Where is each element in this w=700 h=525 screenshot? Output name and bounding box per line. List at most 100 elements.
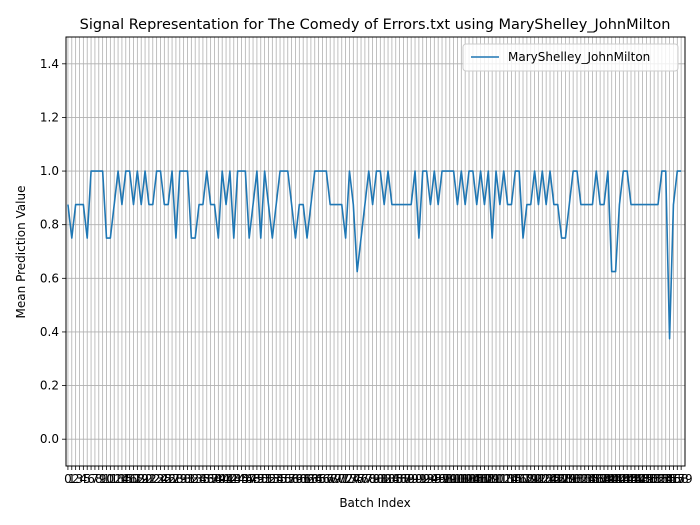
x-tick-label: 149 xyxy=(631,472,654,486)
x-tick-label: 12 xyxy=(107,472,122,486)
x-tick-label: 110 xyxy=(481,472,504,486)
x-tick-label: 156 xyxy=(658,472,681,486)
x-tick-label: 79 xyxy=(365,472,380,486)
x-tick-label: 86 xyxy=(392,472,407,486)
x-tick-label: 140 xyxy=(596,472,619,486)
x-tick-label: 35 xyxy=(195,472,210,486)
x-tick-label: 130 xyxy=(558,472,581,486)
x-tick-label: 56 xyxy=(276,472,291,486)
x-tick-label: 108 xyxy=(473,472,496,486)
x-tick-label: 18 xyxy=(130,472,145,486)
x-tick-label: 24 xyxy=(153,472,168,486)
x-tick-label: 142 xyxy=(604,472,627,486)
x-tick-label: 9 xyxy=(99,472,107,486)
x-tick-label: 29 xyxy=(172,472,187,486)
x-tick-label: 28 xyxy=(168,472,183,486)
x-tick-label: 64 xyxy=(307,472,322,486)
x-tick-label: 92 xyxy=(415,472,430,486)
x-tick-label: 152 xyxy=(643,472,666,486)
x-tick-label: 116 xyxy=(504,472,527,486)
x-tick-label: 145 xyxy=(616,472,639,486)
x-tick-label: 11 xyxy=(103,472,118,486)
x-tick-label: 106 xyxy=(465,472,488,486)
y-tick-label: 0.8 xyxy=(40,218,59,232)
x-tick-label: 98 xyxy=(438,472,453,486)
grid xyxy=(66,37,685,466)
x-tick-label: 68 xyxy=(323,472,338,486)
x-tick-label: 103 xyxy=(454,472,477,486)
x-tick-label: 77 xyxy=(357,472,372,486)
x-tick-label: 134 xyxy=(573,472,596,486)
x-tick-label: 39 xyxy=(211,472,226,486)
x-tick-label: 67 xyxy=(319,472,334,486)
x-tick-label: 3 xyxy=(76,472,84,486)
x-tick-label: 23 xyxy=(149,472,164,486)
x-tick-label: 107 xyxy=(469,472,492,486)
legend-entry: MaryShelley_JohnMilton xyxy=(508,50,650,64)
y-tick-label: 1.2 xyxy=(40,110,59,124)
x-tick-label: 120 xyxy=(519,472,542,486)
x-tick-label: 93 xyxy=(419,472,434,486)
x-tick-label: 41 xyxy=(218,472,233,486)
x-tick-label: 45 xyxy=(234,472,249,486)
x-tick-label: 144 xyxy=(612,472,635,486)
x-tick-label: 136 xyxy=(581,472,604,486)
plot-frame xyxy=(65,36,686,467)
x-tick-label: 8 xyxy=(95,472,103,486)
x-tick-label: 94 xyxy=(423,472,438,486)
x-tick-label: 66 xyxy=(315,472,330,486)
x-tick-label: 104 xyxy=(458,472,481,486)
x-tick-label: 82 xyxy=(377,472,392,486)
x-tick-label: 59 xyxy=(288,472,303,486)
x-tick-label: 60 xyxy=(292,472,307,486)
x-tick-label: 33 xyxy=(188,472,203,486)
x-tick-label: 81 xyxy=(373,472,388,486)
x-tick-label: 80 xyxy=(369,472,384,486)
series-lines xyxy=(67,170,682,340)
x-tick-label: 90 xyxy=(407,472,422,486)
x-tick-label: 52 xyxy=(261,472,276,486)
y-tick-label: 1.0 xyxy=(40,164,59,178)
x-tick-label: 138 xyxy=(589,472,612,486)
x-tick-label: 54 xyxy=(269,472,284,486)
x-axis-label: Batch Index xyxy=(339,496,410,510)
x-tick-label: 26 xyxy=(161,472,176,486)
x-tick-label: 146 xyxy=(620,472,643,486)
x-tick-label: 34 xyxy=(191,472,206,486)
x-tick-label: 151 xyxy=(639,472,662,486)
x-tick-label: 112 xyxy=(488,472,511,486)
x-tick-label: 97 xyxy=(434,472,449,486)
x-tick-label: 115 xyxy=(500,472,523,486)
series-line-MaryShelley_JohnMilton xyxy=(67,170,682,340)
x-tick-label: 132 xyxy=(566,472,589,486)
x-tick-label: 137 xyxy=(585,472,608,486)
x-tick-label: 147 xyxy=(623,472,646,486)
x-tick-label: 53 xyxy=(265,472,280,486)
x-tick-label: 78 xyxy=(361,472,376,486)
x-tick-label: 143 xyxy=(608,472,631,486)
x-tick-label: 159 xyxy=(670,472,693,486)
x-tick-label: 69 xyxy=(326,472,341,486)
x-tick-label: 58 xyxy=(284,472,299,486)
x-tick-label: 62 xyxy=(299,472,314,486)
x-tick-label: 105 xyxy=(461,472,484,486)
x-tick-label: 4 xyxy=(80,472,88,486)
x-tick-label: 117 xyxy=(508,472,531,486)
x-tick-label: 87 xyxy=(396,472,411,486)
x-tick-label: 65 xyxy=(311,472,326,486)
x-tick-label: 91 xyxy=(411,472,426,486)
legend-box xyxy=(462,43,679,72)
x-tick-label: 7 xyxy=(91,472,99,486)
x-tick-label: 124 xyxy=(535,472,558,486)
x-tick-label: 113 xyxy=(492,472,515,486)
x-tick-label: 14 xyxy=(114,472,129,486)
x-tick-label: 57 xyxy=(280,472,295,486)
x-tick-label: 27 xyxy=(164,472,179,486)
y-tick-label: 0.0 xyxy=(40,432,59,446)
x-tick-label: 102 xyxy=(450,472,473,486)
x-tick-label: 96 xyxy=(431,472,446,486)
x-tick-label: 88 xyxy=(400,472,415,486)
x-tick-label: 119 xyxy=(515,472,538,486)
x-tick-label: 10 xyxy=(99,472,114,486)
